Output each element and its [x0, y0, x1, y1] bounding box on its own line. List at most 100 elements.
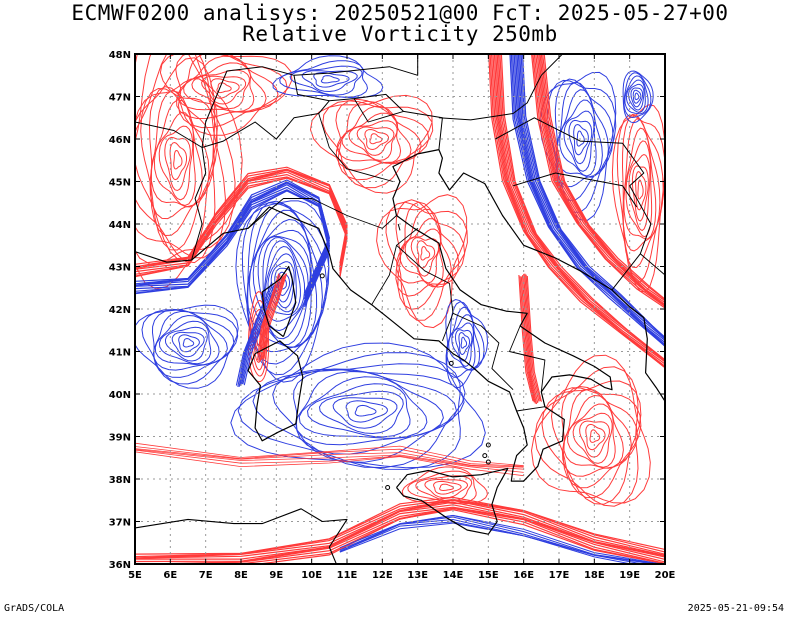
- lat-tick-label: 45N: [109, 178, 131, 189]
- vorticity-contour-negative: [262, 236, 309, 332]
- italy-border: [191, 93, 443, 261]
- vorticity-contour-positive: [364, 128, 389, 151]
- vorticity-contour-positive: [611, 104, 665, 293]
- vorticity-contour-negative: [235, 200, 330, 383]
- vorticity-contour-positive: [135, 442, 524, 467]
- vorticity-contour-positive: [176, 54, 279, 120]
- slovenia-border: [438, 54, 563, 121]
- lat-tick-label: 39N: [109, 433, 131, 444]
- vorticity-contour-positive: [424, 479, 469, 499]
- vorticity-contour-positive: [348, 120, 398, 161]
- jet-band-negative: [235, 281, 273, 386]
- lat-tick-label: 41N: [109, 348, 131, 359]
- jet-band-positive: [518, 274, 534, 402]
- vorticity-contour-negative: [289, 65, 363, 96]
- lon-tick-label: 14E: [443, 570, 464, 581]
- lat-tick-label: 43N: [109, 263, 131, 274]
- vorticity-contour-negative: [454, 329, 473, 362]
- vorticity-contour-negative: [332, 397, 398, 429]
- vorticity-contour-negative: [624, 75, 649, 115]
- vorticity-contour-negative: [458, 331, 470, 356]
- vorticity-contour-positive: [175, 54, 288, 129]
- vorticity-contour-negative: [295, 370, 444, 446]
- region-border: [396, 244, 454, 342]
- vorticity-contour-positive: [135, 449, 524, 473]
- vorticity-contour-positive: [616, 114, 665, 283]
- france-coastline: [135, 251, 192, 263]
- jet-band-positive: [264, 273, 288, 360]
- greece-coastline: [669, 407, 673, 420]
- lon-tick-label: 12E: [372, 570, 393, 581]
- jet-band-positive: [524, 273, 540, 402]
- vorticity-contour-negative: [306, 383, 411, 438]
- jet-band-negative: [135, 190, 330, 308]
- small-island: [485, 442, 491, 448]
- lon-tick-label: 17E: [549, 570, 570, 581]
- vorticity-contour-positive: [561, 388, 632, 477]
- vorticity-contour-positive: [135, 448, 524, 468]
- vorticity-contour-positive: [395, 201, 460, 297]
- jet-band-positive: [171, 507, 665, 564]
- lon-tick-label: 5E: [128, 570, 142, 581]
- vorticity-contour-negative: [279, 60, 369, 98]
- jet-band-positive: [263, 273, 286, 359]
- vorticity-contour-negative: [182, 337, 195, 348]
- vorticity-contour-positive: [420, 245, 431, 261]
- vorticity-contour-positive: [135, 446, 524, 467]
- jet-band-positive: [259, 275, 282, 362]
- footer-credit: GrADS/COLA: [4, 603, 65, 614]
- albania-border: [672, 318, 686, 386]
- lat-tick-label: 40N: [109, 390, 131, 401]
- jet-band-positive: [493, 54, 665, 365]
- vorticity-contour-negative: [248, 218, 312, 349]
- vorticity-contour-negative: [576, 130, 585, 147]
- vorticity-contour-negative: [293, 368, 458, 455]
- jet-band-negative: [239, 284, 277, 386]
- lat-tick-label: 47N: [109, 93, 131, 104]
- vorticity-contour-positive: [631, 165, 649, 222]
- vorticity-contour-negative: [178, 334, 200, 353]
- vorticity-contour-positive: [158, 125, 194, 201]
- vorticity-contour-positive: [589, 429, 601, 443]
- vorticity-contour-positive: [376, 194, 468, 329]
- jet-band-negative: [519, 54, 665, 340]
- vorticity-contour-positive: [385, 201, 468, 321]
- region-border: [353, 98, 404, 123]
- vorticity-contour-positive: [148, 86, 215, 237]
- small-island: [319, 273, 325, 279]
- jet-band-positive: [525, 274, 541, 402]
- jet-band-positive: [539, 54, 665, 304]
- switzerland-border: [135, 66, 330, 148]
- lat-tick-label: 36N: [109, 560, 131, 571]
- vorticity-contour-positive: [322, 100, 434, 189]
- vorticity-contour-positive: [183, 62, 255, 113]
- vorticity-contour-positive: [335, 100, 422, 171]
- corsica-coastline: [261, 265, 297, 338]
- san-marino-border: [397, 223, 401, 231]
- vorticity-contour-negative: [568, 119, 593, 165]
- small-island: [485, 459, 491, 465]
- vorticity-contour-negative: [301, 70, 358, 93]
- lon-tick-label: 20E: [655, 570, 676, 581]
- vorticity-contour-negative: [320, 75, 340, 84]
- vorticity-contour-negative: [445, 298, 489, 389]
- lat-tick-label: 42N: [109, 305, 131, 316]
- vorticity-contour-positive: [356, 126, 395, 156]
- balkan-border: [639, 253, 665, 277]
- lon-tick-label: 18E: [584, 570, 605, 581]
- lon-tick-label: 16E: [513, 570, 534, 581]
- lon-tick-label: 11E: [337, 570, 358, 581]
- vorticity-contour-negative: [263, 240, 306, 322]
- jet-band-positive: [261, 276, 284, 361]
- vorticity-contour-negative: [630, 87, 644, 108]
- jet-band-negative: [237, 282, 274, 387]
- vorticity-contour-positive: [159, 54, 293, 136]
- lon-tick-label: 6E: [163, 570, 177, 581]
- jet-band-positive: [542, 54, 665, 301]
- jet-band-positive: [497, 54, 665, 362]
- vorticity-contour-positive: [191, 69, 250, 110]
- vorticity-contour-positive: [622, 118, 661, 252]
- jet-band-positive: [533, 54, 665, 307]
- vorticity-contour-positive: [173, 149, 183, 170]
